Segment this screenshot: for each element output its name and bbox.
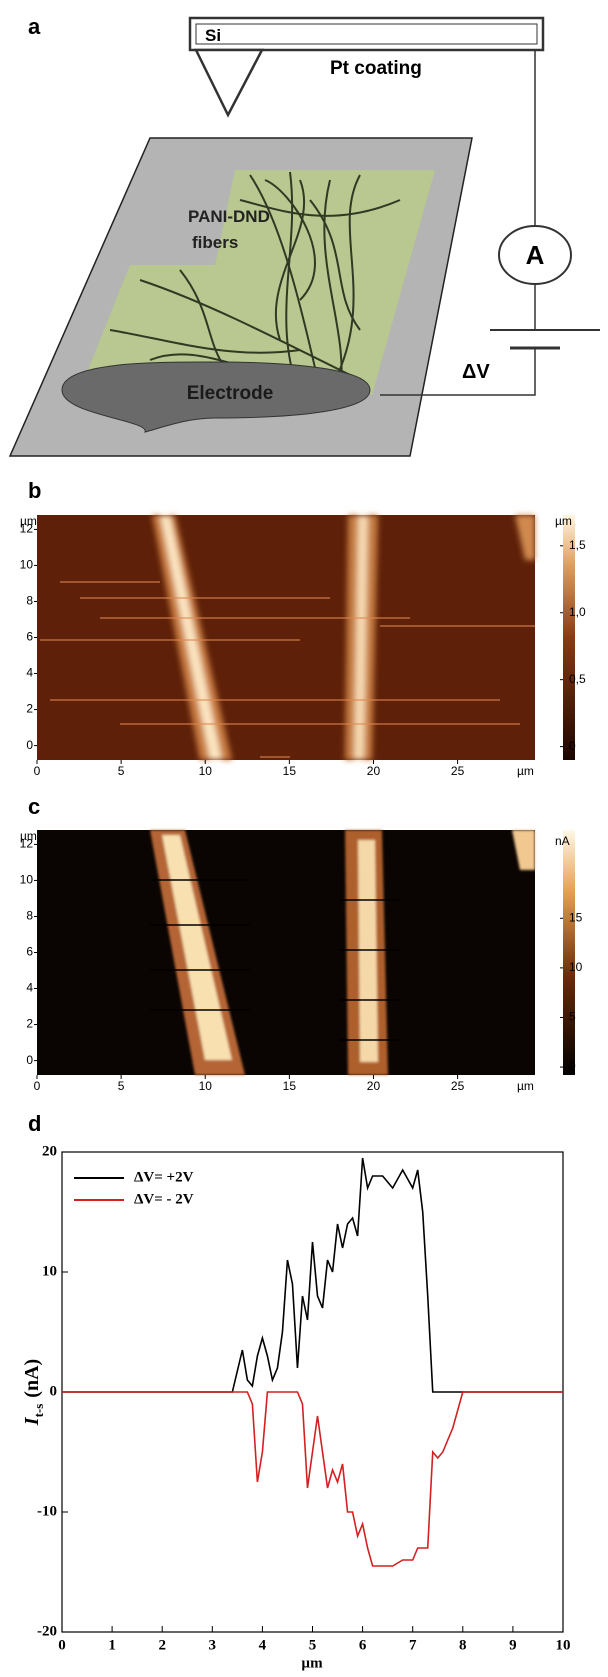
colorbar: [563, 515, 575, 760]
y-tick-label: 12: [20, 522, 34, 536]
colorbar-tick-label: 5: [569, 1010, 576, 1024]
panel-label: a: [28, 14, 41, 39]
ammeter-label: A: [526, 240, 545, 270]
cantilever-inner: [195, 23, 538, 45]
colorbar-tick-label: 15: [569, 910, 583, 924]
ammeter: [498, 225, 572, 285]
current-image: [37, 830, 535, 1075]
y-tick-label: 12: [20, 837, 34, 851]
panel-label: b: [28, 478, 41, 503]
x-tick-label: 5: [118, 1079, 125, 1093]
voltage-label: ΔV: [462, 361, 490, 383]
x-tick-label: 0: [34, 1079, 41, 1093]
wire: [380, 50, 536, 396]
y-tick-label: 8: [26, 909, 33, 923]
colorbar-unit: nA: [555, 834, 570, 848]
colorbar-tick-label: 0: [569, 1059, 576, 1073]
x-tick-label: 9: [509, 1637, 517, 1653]
topography-image: [37, 515, 535, 760]
colorbar-tick-label: 1,5: [569, 538, 586, 552]
series-line: [62, 1391, 563, 1567]
x-unit: µm: [517, 764, 534, 778]
y-unit: µm: [20, 829, 37, 843]
colorbar-tick-label: 0: [569, 739, 576, 753]
x-tick-label: 8: [459, 1637, 467, 1653]
y-tick-label: -10: [37, 1503, 57, 1519]
topography-features: [152, 515, 535, 760]
x-tick-label: 0: [58, 1637, 66, 1653]
colorbar-tick-label: 10: [569, 960, 583, 974]
y-tick-label: 6: [26, 945, 33, 959]
x-tick-label: 4: [259, 1637, 267, 1653]
x-tick-label: 25: [451, 764, 465, 778]
x-tick-label: 1: [108, 1637, 116, 1653]
dark-streaks: [150, 879, 400, 1041]
x-tick-label: 10: [199, 764, 213, 778]
y-tick-label: 10: [20, 558, 34, 572]
x-tick-label: 7: [409, 1637, 417, 1653]
y-tick-label: 10: [20, 873, 34, 887]
y-tick-label: 0: [50, 1383, 58, 1399]
fibers-label: fibers: [192, 233, 238, 252]
x-tick-label: 20: [367, 1079, 381, 1093]
series-line: [62, 1157, 563, 1393]
colorbar: [563, 830, 575, 1075]
x-tick-label: 15: [283, 764, 297, 778]
legend-label: ΔV= - 2V: [134, 1191, 194, 1207]
legend-label: ΔV= +2V: [134, 1169, 194, 1185]
x-tick-label: 15: [283, 1079, 297, 1093]
x-tick-label: 6: [359, 1637, 367, 1653]
x-tick-label: 0: [34, 764, 41, 778]
y-tick-label: 4: [26, 666, 33, 680]
panel-label: c: [28, 794, 40, 819]
y-tick-label: -20: [37, 1623, 57, 1639]
y-tick-label: 2: [26, 702, 33, 716]
y-tick-label: 20: [42, 1143, 57, 1159]
fiber-image: [78, 170, 435, 395]
x-tick-label: 2: [158, 1637, 166, 1653]
y-tick-label: 10: [42, 1263, 57, 1279]
x-tick-label: 10: [199, 1079, 213, 1093]
x-tick-label: 5: [309, 1637, 317, 1653]
x-unit: µm: [517, 1079, 534, 1093]
y-tick-label: 0: [26, 1053, 33, 1067]
colorbar-tick-label: 1,0: [569, 605, 586, 619]
electrode: [61, 361, 371, 433]
y-tick-label: 4: [26, 981, 33, 995]
y-label-symbol: I: [21, 1416, 43, 1426]
y-label-unit: (nA): [21, 1359, 43, 1398]
current-features: [150, 830, 535, 1075]
si-label: Si: [205, 26, 221, 45]
tip: [193, 48, 265, 118]
coating-label: Pt coating: [330, 58, 422, 79]
panel-label: d: [28, 1111, 41, 1136]
x-tick-label: 20: [367, 764, 381, 778]
y-tick-label: 8: [26, 594, 33, 608]
colorbar-tick-label: 0,5: [569, 672, 586, 686]
fibers-label: PANI-DND: [188, 207, 270, 226]
x-tick-label: 5: [118, 764, 125, 778]
x-tick-label: 3: [209, 1637, 217, 1653]
electrode-label: Electrode: [187, 383, 274, 404]
x-tick-label: 25: [451, 1079, 465, 1093]
x-axis-label: µm: [301, 1655, 323, 1671]
y-unit: µm: [20, 514, 37, 528]
x-tick-label: 10: [556, 1637, 571, 1653]
scan-streaks: [40, 581, 535, 758]
y-label-subscript: t-s: [31, 1404, 46, 1418]
colorbar-unit: µm: [555, 514, 572, 528]
y-tick-label: 2: [26, 1017, 33, 1031]
y-tick-label: 0: [26, 738, 33, 752]
y-tick-label: 6: [26, 630, 33, 644]
y-axis-label: It-s (nA): [21, 1359, 46, 1426]
